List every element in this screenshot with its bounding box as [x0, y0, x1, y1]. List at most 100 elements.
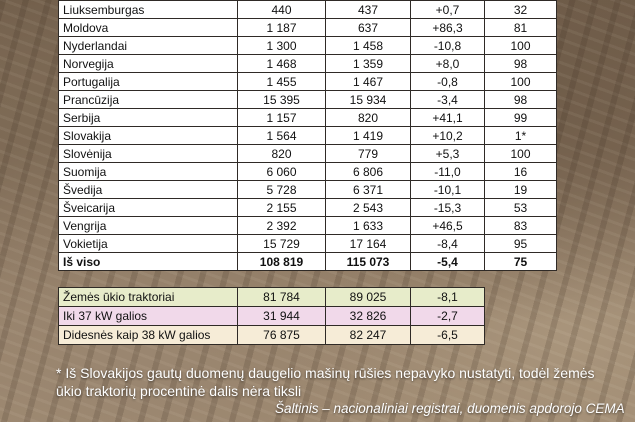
total-value-1: 108 819: [237, 252, 326, 271]
change-cell: -8,1: [410, 287, 485, 307]
value-cell-2: 820: [325, 108, 411, 127]
table-row: Moldova 1 187 637 +86,3 81: [58, 18, 557, 37]
country-statistics-table: Liuksemburgas 440 437 +0,7 32 Moldova 1 187 637…: [58, 0, 557, 271]
country-cell: Suomija: [58, 162, 238, 181]
value-cell-1: 15 395: [237, 90, 326, 109]
share-cell: 100: [484, 36, 557, 55]
country-cell: Slovakija: [58, 126, 238, 145]
value-cell-2: 32 826: [325, 306, 411, 326]
category-cell: Iki 37 kW galios: [58, 306, 238, 326]
share-cell: 98: [484, 54, 557, 73]
value-cell-1: 1 300: [237, 36, 326, 55]
value-cell-1: 2 392: [237, 216, 326, 235]
value-cell-1: 31 944: [237, 306, 326, 326]
value-cell-2: 637: [325, 18, 411, 37]
value-cell-2: 1 458: [325, 36, 411, 55]
category-cell: Žemės ūkio traktoriai: [58, 287, 238, 307]
table-row: Švedija 5 728 6 371 -10,1 19: [58, 180, 557, 199]
country-cell: Portugalija: [58, 72, 238, 91]
table-row: Šveicarija 2 155 2 543 -15,3 53: [58, 198, 557, 217]
share-cell: 98: [484, 90, 557, 109]
total-share: 75: [484, 252, 557, 271]
share-cell: 19: [484, 180, 557, 199]
value-cell-1: 1 187: [237, 18, 326, 37]
tractor-breakdown-table: Žemės ūkio traktoriai 81 784 89 025 -8,1 Iki…: [58, 287, 557, 345]
table-row: Žemės ūkio traktoriai 81 784 89 025 -8,1: [58, 287, 557, 307]
value-cell-2: 1 419: [325, 126, 411, 145]
value-cell-1: 2 155: [237, 198, 326, 217]
table-row: Vokietija 15 729 17 164 -8,4 95: [58, 234, 557, 253]
value-cell-1: 81 784: [237, 287, 326, 307]
value-cell-1: 820: [237, 144, 326, 163]
change-cell: -10,8: [410, 36, 485, 55]
value-cell-1: 1 468: [237, 54, 326, 73]
change-cell: +5,3: [410, 144, 485, 163]
country-cell: Slovėnija: [58, 144, 238, 163]
change-cell: +8,0: [410, 54, 485, 73]
table-row: Vengrija 2 392 1 633 +46,5 83: [58, 216, 557, 235]
change-cell: +46,5: [410, 216, 485, 235]
change-cell: -8,4: [410, 234, 485, 253]
value-cell-2: 89 025: [325, 287, 411, 307]
value-cell-2: 1 467: [325, 72, 411, 91]
total-label: Iš viso: [58, 252, 238, 271]
value-cell-2: 2 543: [325, 198, 411, 217]
value-cell-2: 1 359: [325, 54, 411, 73]
value-cell-2: 6 371: [325, 180, 411, 199]
table-row: Prancūzija 15 395 15 934 -3,4 98: [58, 90, 557, 109]
share-cell: 99: [484, 108, 557, 127]
change-cell: -10,1: [410, 180, 485, 199]
share-cell: 100: [484, 144, 557, 163]
country-cell: Prancūzija: [58, 90, 238, 109]
share-cell: 100: [484, 72, 557, 91]
value-cell-2: 82 247: [325, 325, 411, 345]
value-cell-1: 440: [237, 0, 326, 19]
total-value-2: 115 073: [325, 252, 411, 271]
value-cell-1: 5 728: [237, 180, 326, 199]
empty-cell: [485, 288, 557, 307]
change-cell: -6,5: [410, 325, 485, 345]
country-cell: Serbija: [58, 108, 238, 127]
change-cell: -2,7: [410, 306, 485, 326]
value-cell-1: 76 875: [237, 325, 326, 345]
value-cell-2: 779: [325, 144, 411, 163]
table-row: Suomija 6 060 6 806 -11,0 16: [58, 162, 557, 181]
share-cell: 81: [484, 18, 557, 37]
value-cell-1: 1 157: [237, 108, 326, 127]
table-row: Slovakija 1 564 1 419 +10,2 1*: [58, 126, 557, 145]
table-row: Slovėnija 820 779 +5,3 100: [58, 144, 557, 163]
value-cell-2: 17 164: [325, 234, 411, 253]
value-cell-1: 6 060: [237, 162, 326, 181]
country-cell: Norvegija: [58, 54, 238, 73]
country-cell: Nyderlandai: [58, 36, 238, 55]
empty-cell: [485, 307, 557, 326]
country-cell: Šveicarija: [58, 198, 238, 217]
value-cell-2: 6 806: [325, 162, 411, 181]
change-cell: -3,4: [410, 90, 485, 109]
source-note: Šaltinis – nacionaliniai registrai, duom…: [275, 401, 625, 416]
footnote: * Iš Slovakijos gautų duomenų daugelio m…: [56, 365, 595, 399]
share-cell: 95: [484, 234, 557, 253]
country-cell: Vengrija: [58, 216, 238, 235]
country-cell: Švedija: [58, 180, 238, 199]
value-cell-2: 1 633: [325, 216, 411, 235]
table-row: Iki 37 kW galios 31 944 32 826 -2,7: [58, 306, 557, 326]
country-cell: Vokietija: [58, 234, 238, 253]
share-cell: 16: [484, 162, 557, 181]
change-cell: +0,7: [410, 0, 485, 19]
category-cell: Didesnės kaip 38 kW galios: [58, 325, 238, 345]
total-change: -5,4: [410, 252, 485, 271]
table-row: Norvegija 1 468 1 359 +8,0 98: [58, 54, 557, 73]
share-cell: 53: [484, 198, 557, 217]
table-row: Portugalija 1 455 1 467 -0,8 100: [58, 72, 557, 91]
table-row: Liuksemburgas 440 437 +0,7 32: [58, 0, 557, 19]
change-cell: -15,3: [410, 198, 485, 217]
country-cell: Moldova: [58, 18, 238, 37]
share-cell: 1*: [484, 126, 557, 145]
share-cell: 83: [484, 216, 557, 235]
value-cell-1: 1 455: [237, 72, 326, 91]
table-row: Serbija 1 157 820 +41,1 99: [58, 108, 557, 127]
change-cell: +41,1: [410, 108, 485, 127]
share-cell: 32: [484, 0, 557, 19]
country-cell: Liuksemburgas: [58, 0, 238, 19]
